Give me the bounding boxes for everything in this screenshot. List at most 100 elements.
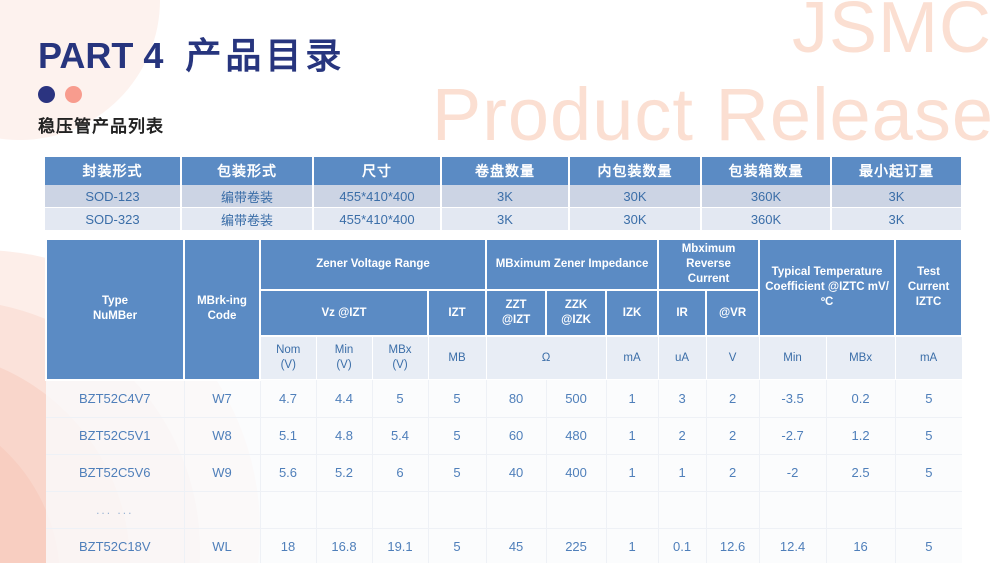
table-row: BZT52C5V1 W8 5.1 4.8 5.4 5 60 480 1 2 2 … <box>46 417 963 455</box>
cell-izt: 5 <box>428 528 487 563</box>
cell-zzk: 480 <box>546 417 607 455</box>
spec-sub-izt: IZT <box>426 289 488 337</box>
spec-unit-nom: Nom (V) <box>259 335 317 380</box>
spec-group-max-zener-impedance: MBximum Zener Impedance <box>485 238 660 291</box>
cell-package-form: SOD-123 <box>45 185 182 208</box>
cell-tc-max: 16 <box>826 528 896 563</box>
cell-iztc: 5 <box>895 379 963 418</box>
spec-group-test-current-line2: Current <box>907 281 950 293</box>
cell-pack-form: 编带卷装 <box>181 185 314 208</box>
cell-tc-min: -2 <box>759 454 827 492</box>
spec-group-zener-voltage-range: Zener Voltage Range <box>258 238 488 291</box>
cell-min: 16.8 <box>316 528 373 563</box>
cell-reel-qty: 3K <box>441 185 570 208</box>
cell-min: 4.8 <box>316 417 373 455</box>
spec-unit-ohm: Ω <box>485 335 607 380</box>
cell-nom: 18 <box>260 528 317 563</box>
cell-reel-qty: 3K <box>441 207 570 231</box>
cell-ir: 2 <box>658 417 707 455</box>
table-row: BZT52C5V6 W9 5.6 5.2 6 5 40 400 1 1 2 -2… <box>46 454 963 492</box>
cell-ir <box>658 491 707 529</box>
spec-unit-max-line2: (V) <box>392 359 408 371</box>
table-row: SOD-323 编带卷装 455*410*400 3K 30K 360K 3K <box>45 207 961 231</box>
decor-dot-navy <box>38 86 55 103</box>
cell-inner-qty: 30K <box>569 207 702 231</box>
cell-min <box>316 491 373 529</box>
spec-unit-max-line1: MBx <box>388 344 412 356</box>
spec-col-type-number-line1: Type <box>102 295 128 308</box>
spec-table-body: BZT52C4V7 W7 4.7 4.4 5 5 80 500 1 3 2 -3… <box>46 379 963 563</box>
spec-sub-vz-izt: Vz @IZT <box>259 289 429 337</box>
cell-moq: 3K <box>831 185 961 208</box>
cell-ir: 0.1 <box>658 528 707 563</box>
cell-iztc: 5 <box>895 454 963 492</box>
cell-max: 6 <box>372 454 429 492</box>
spec-group-typical-temp-coefficient: Typical Temperature Coefficient @IZTC mV… <box>758 238 897 337</box>
cell-size: 455*410*400 <box>313 185 442 208</box>
cell-zzk: 500 <box>546 379 607 418</box>
spec-group-typical-temp-coefficient-line1: Typical Temperature <box>771 266 883 278</box>
cell-izt: 5 <box>428 454 487 492</box>
spec-col-type-number-line2: NuMBer <box>92 310 138 323</box>
cell-max: 5 <box>372 379 429 418</box>
cell-package-form: SOD-323 <box>45 207 182 231</box>
cell-vr: 2 <box>706 417 760 455</box>
cell-iztc: 5 <box>895 528 963 563</box>
decor-dot-pink <box>65 86 82 103</box>
spec-header-row-1: Type NuMBer MBrk-ing Code Zener Voltage … <box>45 238 964 381</box>
spec-unit-iztc: mA <box>894 335 963 380</box>
cell-nom: 4.7 <box>260 379 317 418</box>
cell-mark: W8 <box>184 417 261 455</box>
packaging-col-carton-qty: 包装箱数量 <box>701 157 832 185</box>
cell-max: 19.1 <box>372 528 429 563</box>
spec-group-typical-temp-coefficient-line2: Coefficient @IZTC mV/ºC <box>765 281 889 308</box>
page-title-cn: 产品目录 <box>185 35 346 76</box>
cell-zzt: 45 <box>486 528 547 563</box>
packaging-col-moq: 最小起订量 <box>831 157 961 185</box>
cell-izt: 5 <box>428 379 487 418</box>
cell-nom <box>260 491 317 529</box>
cell-izk <box>606 491 659 529</box>
cell-izt <box>428 491 487 529</box>
cell-izt: 5 <box>428 417 487 455</box>
cell-mark: W7 <box>184 379 261 418</box>
cell-type: BZT52C5V1 <box>46 417 185 455</box>
spec-unit-tc-max: MBx <box>825 335 896 380</box>
spec-sub-zzk-line1: ZZK <box>564 299 588 311</box>
spec-unit-nom-line1: Nom <box>276 344 301 356</box>
watermark-brand: JSMC <box>792 0 992 68</box>
spec-unit-izk: mA <box>605 335 659 380</box>
cell-zzk: 400 <box>546 454 607 492</box>
spec-sub-zzk: ZZK @IZK <box>545 289 608 337</box>
spec-header-row-2: Vz @IZT IZT ZZT @IZT ZZK @IZK IZK IR @VR <box>46 289 962 337</box>
cell-carton-qty: 360K <box>701 207 832 231</box>
spec-unit-max: MBx (V) <box>371 335 429 380</box>
cell-tc-max: 1.2 <box>826 417 896 455</box>
spec-unit-vr: V <box>705 335 760 380</box>
cell-tc-min: -2.7 <box>759 417 827 455</box>
spec-sub-zzt-line1: ZZT <box>505 299 527 311</box>
section-subtitle: 稳压管产品列表 <box>38 117 164 136</box>
cell-tc-max: 2.5 <box>826 454 896 492</box>
cell-ir: 1 <box>658 454 707 492</box>
cell-tc-min: 12.4 <box>759 528 827 563</box>
cell-mark <box>184 491 261 529</box>
heading-block: PART 4 产品目录 稳压管产品列表 <box>38 34 345 137</box>
spec-unit-ir: uA <box>657 335 707 380</box>
cell-min: 4.4 <box>316 379 373 418</box>
spec-col-marking-code-line2: Code <box>207 310 237 323</box>
cell-type: BZT52C5V6 <box>46 454 185 492</box>
cell-izk: 1 <box>606 417 659 455</box>
spec-group-max-reverse-current-line2: Current <box>687 273 730 285</box>
table-row-ellipsis: ... ... <box>46 491 963 529</box>
cell-tc-min: -3.5 <box>759 379 827 418</box>
table-row: BZT52C4V7 W7 4.7 4.4 5 5 80 500 1 3 2 -3… <box>46 379 963 418</box>
cell-vr <box>706 491 760 529</box>
packaging-col-reel-qty: 卷盘数量 <box>441 157 570 185</box>
spec-col-marking-code: MBrk-ing Code <box>183 238 261 381</box>
cell-izk: 1 <box>606 454 659 492</box>
spec-sub-zzt: ZZT @IZT <box>485 289 548 337</box>
cell-vr: 2 <box>706 454 760 492</box>
cell-nom: 5.6 <box>260 454 317 492</box>
spec-header-row-units: Nom (V) Min (V) MBx (V) MB Ω mA uA V Min… <box>46 335 963 380</box>
